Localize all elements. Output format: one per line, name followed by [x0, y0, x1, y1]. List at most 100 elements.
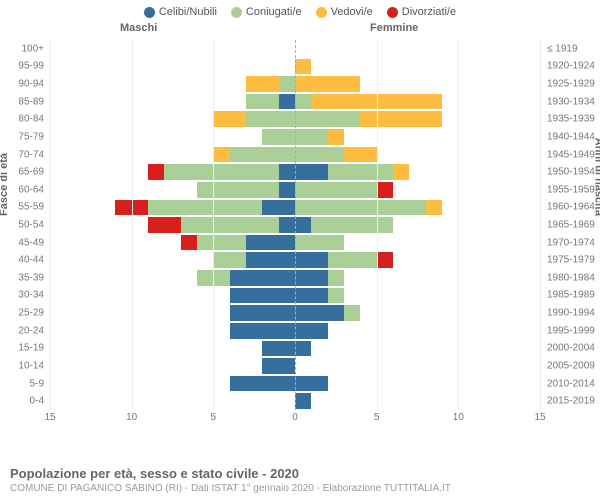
ylabel-age: 85-89: [18, 96, 44, 107]
bar-male: [230, 376, 295, 392]
bar-segment: [377, 182, 393, 198]
ylabel-age: 60-64: [18, 184, 44, 195]
bar-male: [181, 235, 295, 251]
ylabel-birth: 2000-2004: [547, 343, 595, 354]
legend-swatch: [316, 7, 327, 18]
bar-segment: [295, 252, 328, 268]
legend-swatch: [144, 7, 155, 18]
bar-female: [295, 94, 442, 110]
bar-segment: [246, 94, 279, 110]
bar-segment: [230, 305, 295, 321]
ylabel-age: 80-84: [18, 114, 44, 125]
xaxis: 15105051015: [50, 412, 540, 428]
bar-segment: [246, 235, 295, 251]
bar-female: [295, 76, 360, 92]
ylabel-age: 40-44: [18, 255, 44, 266]
bar-segment: [262, 358, 295, 374]
ylabel-birth: 1920-1924: [547, 61, 595, 72]
bar-segment: [230, 270, 295, 286]
legend-item: Coniugati/e: [231, 6, 302, 18]
bar-segment: [344, 305, 360, 321]
gridline: [540, 40, 541, 410]
bar-segment: [295, 59, 311, 75]
ylabel-age: 70-74: [18, 149, 44, 160]
ylabel-birth: 1935-1939: [547, 114, 595, 125]
bar-segment: [295, 94, 311, 110]
bar-segment: [328, 288, 344, 304]
bar-segment: [295, 270, 328, 286]
ylabel-birth: 1965-1969: [547, 220, 595, 231]
ylabel-birth: ≤ 1919: [547, 43, 578, 54]
legend-swatch: [387, 7, 398, 18]
legend-item: Celibi/Nubili: [144, 6, 217, 18]
zero-axis: [295, 40, 296, 410]
ylabel-age: 5-9: [30, 378, 44, 389]
bar-segment: [328, 252, 377, 268]
legend-label: Vedovi/e: [331, 6, 373, 18]
bar-segment: [328, 129, 344, 145]
gender-labels: Maschi Femmine: [0, 22, 600, 38]
bar-segment: [246, 111, 295, 127]
ylabel-birth: 1990-1994: [547, 308, 595, 319]
bar-segment: [197, 182, 279, 198]
bar-segment: [295, 111, 360, 127]
gridline: [213, 40, 214, 410]
ylabel-birth: 1985-1989: [547, 290, 595, 301]
bar-male: [148, 217, 295, 233]
ylabel-birth: 1930-1934: [547, 96, 595, 107]
bar-segment: [295, 76, 360, 92]
bar-segment: [311, 217, 393, 233]
xtick: 5: [211, 412, 217, 423]
ylabel-birth: 1955-1959: [547, 184, 595, 195]
bar-segment: [230, 288, 295, 304]
bar-male: [262, 358, 295, 374]
bar-segment: [262, 341, 295, 357]
bar-segment: [246, 252, 295, 268]
xtick: 10: [126, 412, 137, 423]
bar-segment: [230, 376, 295, 392]
legend-label: Celibi/Nubili: [159, 6, 217, 18]
legend: Celibi/Nubili Coniugati/e Vedovi/e Divorzia…: [0, 0, 600, 20]
label-maschi: Maschi: [120, 22, 157, 34]
ylabel-age: 50-54: [18, 220, 44, 231]
bar-female: [295, 111, 442, 127]
ylabel-age: 75-79: [18, 131, 44, 142]
bar-segment: [295, 182, 377, 198]
bar-segment: [295, 217, 311, 233]
bar-segment: [295, 164, 328, 180]
bar-female: [295, 393, 311, 409]
bar-segment: [426, 200, 442, 216]
bar-female: [295, 252, 393, 268]
legend-label: Coniugati/e: [246, 6, 302, 18]
ylabel-birth: 1940-1944: [547, 131, 595, 142]
bar-female: [295, 376, 328, 392]
bar-segment: [246, 76, 279, 92]
ylabel-age: 45-49: [18, 237, 44, 248]
bar-female: [295, 235, 344, 251]
xtick: 15: [44, 412, 55, 423]
bar-segment: [148, 217, 181, 233]
bar-segment: [213, 111, 246, 127]
bar-male: [148, 164, 295, 180]
bar-male: [213, 252, 295, 268]
bar-segment: [164, 164, 278, 180]
xtick: 5: [374, 412, 380, 423]
bar-female: [295, 288, 344, 304]
ylabel-age: 100+: [21, 43, 44, 54]
gridline: [50, 40, 51, 410]
legend-item: Divorziati/e: [387, 6, 456, 18]
legend-item: Vedovi/e: [316, 6, 373, 18]
bar-segment: [262, 129, 295, 145]
bar-segment: [279, 164, 295, 180]
ylabel-age: 20-24: [18, 325, 44, 336]
bar-male: [230, 288, 295, 304]
bar-segment: [279, 217, 295, 233]
ylabel-birth: 1925-1929: [547, 79, 595, 90]
plot-area: [50, 40, 540, 410]
ylabel-age: 30-34: [18, 290, 44, 301]
bar-segment: [295, 341, 311, 357]
bar-segment: [230, 147, 295, 163]
ylabel-age: 35-39: [18, 272, 44, 283]
gridline: [132, 40, 133, 410]
ylabel-birth: 2010-2014: [547, 378, 595, 389]
